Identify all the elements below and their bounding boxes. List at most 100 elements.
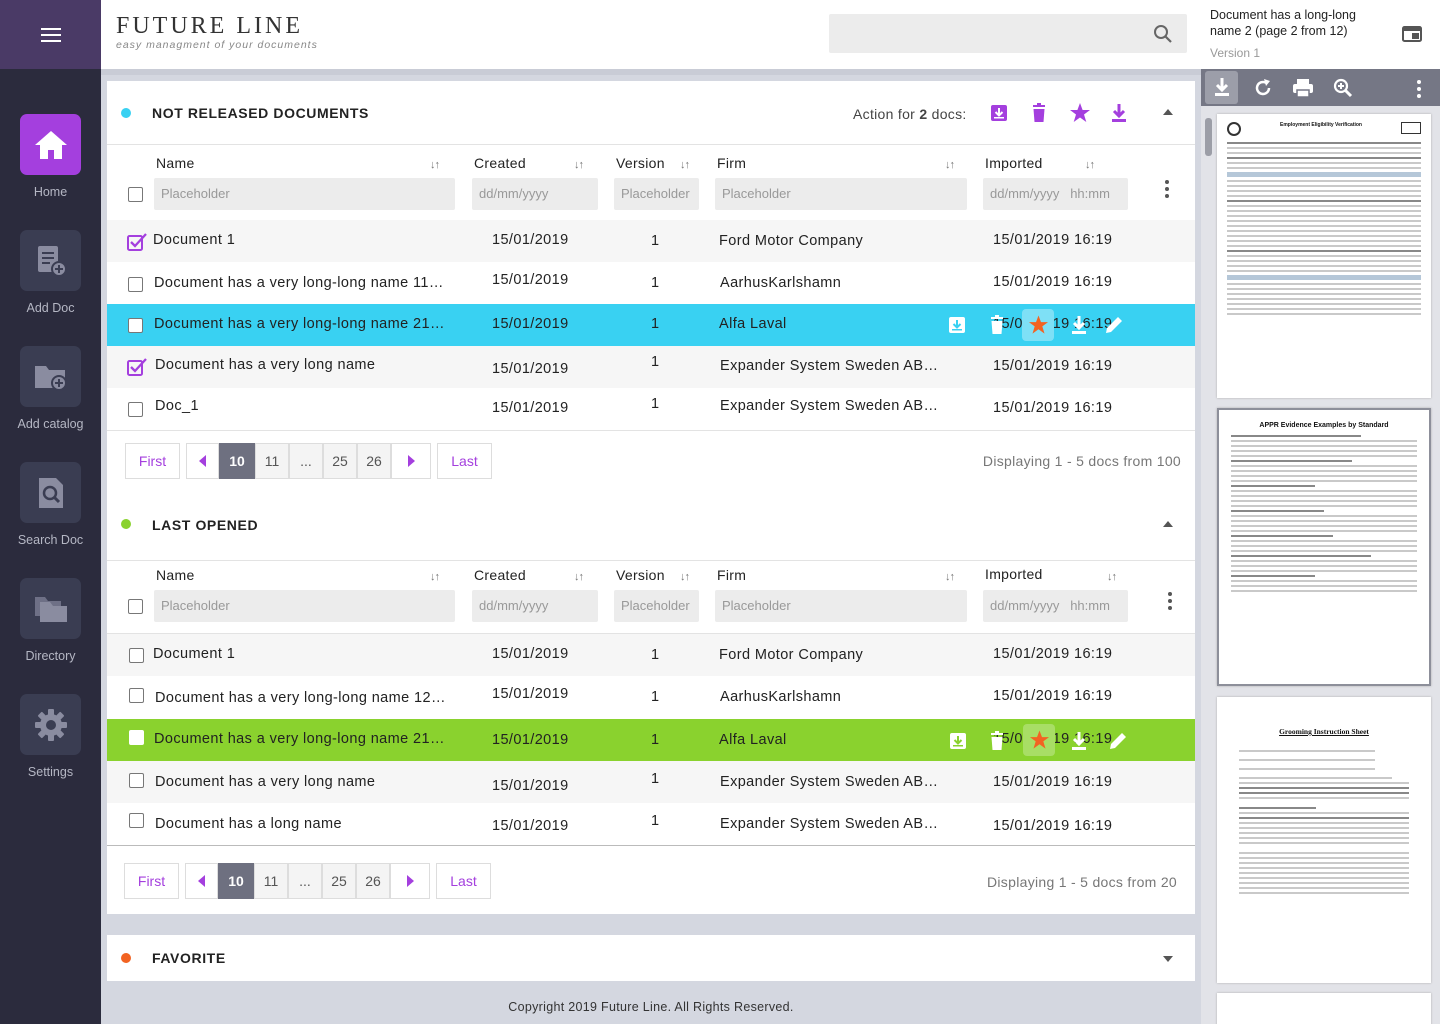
sidebar-item-directory[interactable]: Directory: [0, 578, 101, 663]
row-checkbox[interactable]: [129, 648, 144, 663]
zoom-icon[interactable]: [1333, 78, 1353, 98]
created-filter[interactable]: dd/mm/yyyy: [472, 590, 598, 622]
print-icon[interactable]: [1292, 78, 1314, 98]
page-button[interactable]: 26: [357, 443, 391, 479]
name-filter[interactable]: Placeholder: [154, 178, 455, 210]
more-options-icon[interactable]: [1168, 592, 1172, 613]
row-checkbox[interactable]: [128, 402, 143, 417]
page-button[interactable]: 11: [255, 443, 289, 479]
col-name[interactable]: Name: [156, 567, 195, 583]
expand-toggle[interactable]: [1163, 956, 1173, 962]
col-created[interactable]: Created: [474, 155, 526, 171]
select-all-checkbox[interactable]: [128, 187, 143, 202]
select-all-checkbox[interactable]: [128, 599, 143, 614]
edit-icon[interactable]: [1108, 731, 1128, 751]
sort-created-icon[interactable]: ↓↑: [574, 571, 584, 583]
table-row[interactable]: Document has a very long name 15/01/2019…: [107, 761, 1195, 803]
sort-imported-icon[interactable]: ↓↑: [1107, 571, 1117, 583]
favorite-button[interactable]: [1023, 724, 1055, 756]
bulk-release-icon[interactable]: [989, 103, 1009, 123]
collapse-toggle[interactable]: [1163, 109, 1173, 115]
next-page-button[interactable]: [391, 443, 431, 479]
bulk-download-icon[interactable]: [1109, 103, 1129, 123]
sort-name-icon[interactable]: ↓↑: [430, 571, 440, 583]
col-version[interactable]: Version: [616, 155, 665, 171]
table-row[interactable]: Document 1 15/01/2019 1 Ford Motor Compa…: [107, 220, 1195, 262]
viewer-more-icon[interactable]: [1417, 80, 1421, 101]
name-filter[interactable]: Placeholder: [154, 590, 455, 622]
download-icon[interactable]: [1069, 731, 1089, 751]
page-button-current[interactable]: 10: [219, 443, 255, 479]
sort-imported-icon[interactable]: ↓↑: [1085, 159, 1095, 171]
prev-page-button[interactable]: [185, 863, 218, 899]
table-row[interactable]: Document has a very long name 15/01/2019…: [107, 346, 1195, 388]
col-firm[interactable]: Firm: [717, 567, 747, 583]
page-button[interactable]: 25: [322, 863, 356, 899]
layout-toggle-icon[interactable]: [1402, 26, 1422, 42]
sort-name-icon[interactable]: ↓↑: [430, 159, 440, 171]
doc-name[interactable]: Document has a very long-long name 21…: [154, 731, 445, 747]
prev-page-button[interactable]: [186, 443, 219, 479]
last-page-button[interactable]: Last: [437, 443, 492, 479]
doc-name[interactable]: Document has a very long name: [155, 357, 376, 373]
bulk-favorite-icon[interactable]: [1069, 103, 1091, 123]
table-row[interactable]: Document has a very long-long name 12… 1…: [107, 676, 1195, 718]
table-row[interactable]: Document has a long name 15/01/2019 1 Ex…: [107, 803, 1195, 845]
checkbox-checked[interactable]: [127, 233, 147, 251]
row-checkbox[interactable]: [129, 813, 144, 828]
firm-filter[interactable]: Placeholder: [715, 178, 967, 210]
page-thumbnail[interactable]: Employment Eligibility Verification: [1217, 114, 1431, 398]
sidebar-item-add-catalog[interactable]: Add catalog: [0, 346, 101, 431]
version-filter[interactable]: Placeholder: [614, 590, 699, 622]
doc-name[interactable]: Document 1: [153, 232, 236, 248]
refresh-icon[interactable]: [1253, 78, 1273, 98]
col-version[interactable]: Version: [616, 567, 665, 583]
firm-filter[interactable]: Placeholder: [715, 590, 967, 622]
page-button[interactable]: 25: [323, 443, 357, 479]
sort-firm-icon[interactable]: ↓↑: [945, 159, 955, 171]
table-row[interactable]: Document has a very long-long name 11… 1…: [107, 262, 1195, 304]
doc-name[interactable]: Doc_1: [155, 398, 199, 414]
sort-firm-icon[interactable]: ↓↑: [945, 571, 955, 583]
search-input[interactable]: [829, 14, 1187, 53]
row-checkbox[interactable]: [128, 318, 143, 333]
table-row-selected[interactable]: Document has a very long-long name 21… 1…: [107, 719, 1195, 761]
row-checkbox[interactable]: [129, 773, 144, 788]
doc-name[interactable]: Document has a very long-long name 21…: [154, 316, 445, 332]
bulk-delete-icon[interactable]: [1029, 103, 1049, 123]
release-icon[interactable]: [947, 315, 967, 335]
more-options-icon[interactable]: [1165, 180, 1169, 201]
row-checkbox[interactable]: [129, 730, 144, 745]
row-checkbox[interactable]: [128, 277, 143, 292]
sort-created-icon[interactable]: ↓↑: [574, 159, 584, 171]
viewer-scrollbar[interactable]: [1205, 118, 1212, 156]
delete-icon[interactable]: [987, 315, 1007, 335]
doc-name[interactable]: Document has a very long-long name 12…: [155, 690, 446, 706]
table-row-selected[interactable]: Document has a very long-long name 21… 1…: [107, 304, 1195, 346]
col-imported[interactable]: Imported: [985, 155, 1043, 171]
sidebar-item-settings[interactable]: Settings: [0, 694, 101, 779]
page-button[interactable]: 11: [254, 863, 288, 899]
col-name[interactable]: Name: [156, 155, 195, 171]
sidebar-item-add-doc[interactable]: Add Doc: [0, 230, 101, 315]
row-checkbox[interactable]: [129, 688, 144, 703]
sidebar-item-search-doc[interactable]: Search Doc: [0, 462, 101, 547]
table-row[interactable]: Document 1 15/01/2019 1 Ford Motor Compa…: [107, 634, 1195, 676]
col-firm[interactable]: Firm: [717, 155, 747, 171]
imported-filter[interactable]: dd/mm/yyyy hh:mm: [983, 590, 1128, 622]
search-icon[interactable]: [1153, 24, 1173, 44]
page-thumbnail[interactable]: Grooming Instruction Sheet: [1217, 697, 1431, 983]
created-filter[interactable]: dd/mm/yyyy: [472, 178, 598, 210]
download-icon[interactable]: [1069, 315, 1089, 335]
sort-version-icon[interactable]: ↓↑: [680, 571, 690, 583]
last-page-button[interactable]: Last: [436, 863, 491, 899]
doc-name[interactable]: Document 1: [153, 646, 236, 662]
doc-name[interactable]: Document has a very long name: [155, 774, 376, 790]
col-imported[interactable]: Imported: [985, 566, 1043, 582]
sidebar-item-home[interactable]: Home: [0, 114, 101, 199]
table-row[interactable]: Doc_1 15/01/2019 1 Expander System Swede…: [107, 388, 1195, 430]
viewer-download-button[interactable]: [1205, 71, 1238, 104]
checkbox-checked[interactable]: [127, 358, 147, 376]
page-button[interactable]: 26: [356, 863, 390, 899]
release-icon[interactable]: [948, 731, 968, 751]
